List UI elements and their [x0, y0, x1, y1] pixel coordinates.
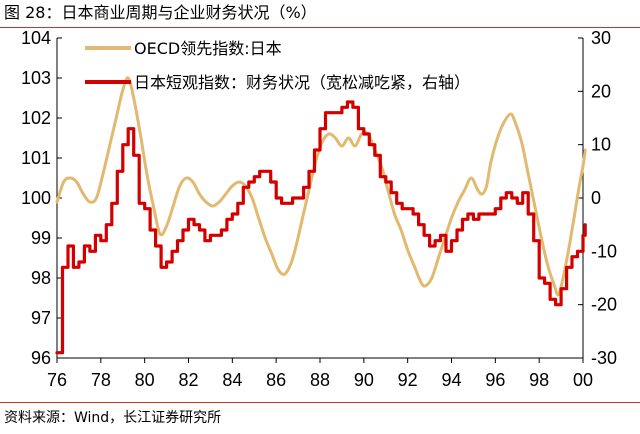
- left-axis-tick-label: 101: [21, 148, 51, 168]
- right-axis-tick-label: 20: [591, 81, 611, 101]
- chart-axes: 96 97 98 99 100 101 102 103 104 -30 -20 -10 0 10 20 30 7…: [21, 28, 617, 390]
- right-axis-tick-label: -20: [591, 295, 617, 315]
- chart-series: [55, 76, 587, 355]
- left-axis-tick-label: 96: [31, 348, 51, 368]
- x-axis-tick-label: 94: [441, 370, 461, 390]
- x-axis-tick-label: 98: [529, 370, 549, 390]
- legend-label-oecd: OECD领先指数:日本: [134, 39, 282, 58]
- left-axis-tick-label: 102: [21, 108, 51, 128]
- x-axis-tick-label: 80: [135, 370, 155, 390]
- x-axis-tick-label: 96: [485, 370, 505, 390]
- x-axis-tick-label: 82: [178, 370, 198, 390]
- left-axis-tick-label: 97: [31, 308, 51, 328]
- x-axis-tick-label: 92: [398, 370, 418, 390]
- left-axis-tick-label: 103: [21, 68, 51, 88]
- right-axis-tick-label: -30: [591, 348, 617, 368]
- legend-label-tankan: 日本短观指数：财务状况（宽松减吃紧，右轴）: [134, 73, 470, 92]
- title-rule: [0, 27, 640, 28]
- left-axis-tick-label: 99: [31, 228, 51, 248]
- x-axis-tick-label: 00: [573, 370, 593, 390]
- left-axis-tick-label: 98: [31, 268, 51, 288]
- right-axis-tick-label: 10: [591, 135, 611, 155]
- figure-title: 图 28：日本商业周期与企业财务状况（%）: [4, 3, 317, 22]
- x-axis-tick-label: 78: [91, 370, 111, 390]
- left-axis-tick-label: 104: [21, 28, 51, 48]
- left-axis-tick-label: 100: [21, 188, 51, 208]
- chart-legend: OECD领先指数:日本 日本短观指数：财务状况（宽松减吃紧，右轴）: [85, 39, 470, 92]
- x-axis-tick-label: 90: [354, 370, 374, 390]
- x-axis-tick-label: 76: [47, 370, 67, 390]
- series-line-oecd: [55, 76, 587, 297]
- source-rule: [0, 402, 640, 403]
- series-line-tankan: [55, 100, 587, 355]
- x-axis-tick-label: 88: [310, 370, 330, 390]
- x-axis-tick-label: 86: [266, 370, 286, 390]
- source-note: 资料来源：Wind，长江证券研究所: [4, 410, 222, 426]
- x-axis-tick-label: 84: [222, 370, 242, 390]
- right-axis-tick-label: 0: [591, 188, 601, 208]
- right-axis-tick-label: -10: [591, 241, 617, 261]
- right-axis-tick-label: 30: [591, 28, 611, 48]
